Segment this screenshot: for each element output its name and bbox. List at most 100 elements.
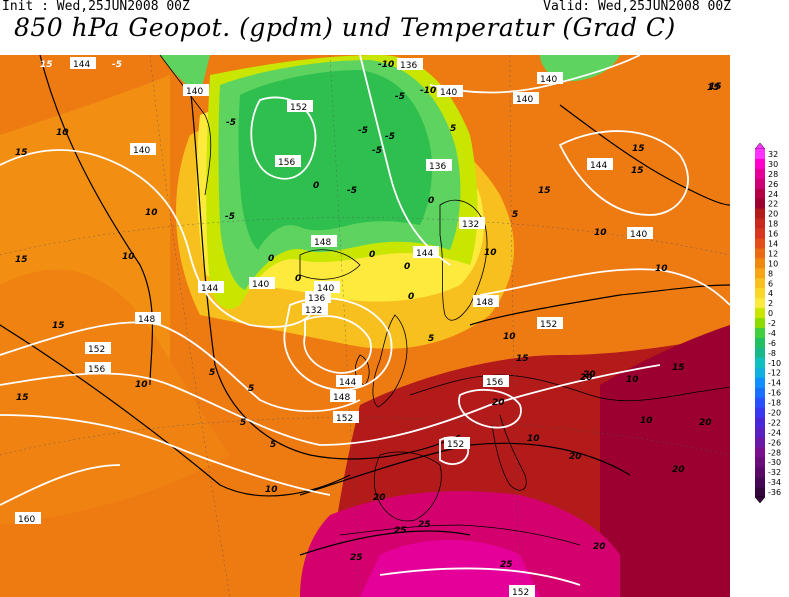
geopot-label-text: 140	[252, 280, 269, 290]
legend-label: 2	[768, 299, 773, 308]
legend-swatch	[755, 218, 765, 229]
legend-label: 16	[768, 230, 778, 239]
temp-label: 10	[626, 375, 639, 385]
temp-label: 10	[527, 434, 540, 444]
geopot-label-text: 136	[400, 61, 417, 71]
temp-label: 15	[707, 83, 720, 93]
geopot-label-text: 148	[476, 298, 493, 308]
geopot-label: 140	[130, 143, 156, 156]
temp-label: 5	[512, 210, 518, 220]
temp-label: 5	[450, 124, 456, 134]
meridian	[149, 55, 231, 597]
legend-label: -24	[768, 428, 781, 437]
temp-label: 20	[672, 465, 685, 475]
geopot-contour-144-east	[558, 130, 689, 216]
legend-label: 0	[768, 309, 773, 318]
geopot-label: 156	[483, 375, 509, 388]
init-time-label: Init : Wed,25JUN2008 00Z	[2, 0, 190, 14]
temp-label: 10	[122, 252, 135, 262]
coastline-scandinavia	[439, 199, 488, 321]
geopot-label-text: 132	[462, 220, 479, 230]
legend-swatch	[755, 397, 765, 408]
temp-label: 0	[295, 274, 301, 284]
legend-arrow-top	[755, 143, 766, 150]
geopot-label-text: 140	[540, 75, 557, 85]
isotherm-5	[189, 84, 461, 460]
geopot-label: 148	[311, 235, 337, 248]
coastline-iberia	[373, 451, 442, 522]
geopot-label-text: 140	[516, 95, 533, 105]
legend-label: -14	[768, 379, 781, 388]
legend-swatch	[755, 208, 765, 219]
legend-swatch	[755, 318, 765, 329]
legend-label: 20	[768, 210, 778, 219]
valid-time-label: Valid: Wed,25JUN2008 00Z	[543, 0, 731, 14]
geopot-label: 152	[85, 342, 111, 355]
temp-label: 15	[52, 321, 65, 331]
geopot-label: 144	[587, 158, 613, 171]
geopot-label: 132	[302, 303, 328, 316]
geopot-contour-152-sw	[379, 567, 581, 586]
geopot-label: 136	[426, 159, 452, 172]
legend-swatch	[755, 347, 765, 359]
chart-title: 850 hPa Geopot. (gpdm) und Temperatur (G…	[14, 13, 676, 42]
geopot-label-text: 132	[305, 306, 322, 316]
temp-label: 10	[265, 485, 278, 495]
legend-swatch	[755, 377, 765, 388]
geopotential-labels: 144 140 140 152 156 136 140 140 140 144 …	[15, 57, 653, 597]
temp-field-m4	[238, 70, 432, 250]
geopot-label: 140	[513, 92, 539, 105]
geopot-contour-140-east	[429, 55, 641, 94]
temp-label: -5	[385, 132, 395, 142]
legend-label: 30	[768, 160, 778, 169]
coastline-greenland	[159, 55, 212, 196]
legend-swatch	[755, 268, 765, 279]
temp-label: 10	[145, 208, 158, 218]
geopot-label-text: 152	[540, 320, 557, 330]
temp-label: 20	[373, 493, 386, 503]
legend-label: 18	[768, 220, 778, 229]
legend-swatch	[755, 288, 765, 299]
geopot-label-text: 140	[630, 230, 647, 240]
geopot-label: 144	[413, 246, 439, 259]
coastline-africa	[339, 524, 581, 546]
legend-swatch	[755, 357, 765, 369]
geopot-contour-160	[0, 464, 121, 506]
geopot-label: 144	[198, 281, 224, 294]
legend-label: -30	[768, 458, 781, 467]
geopot-label-text: 156	[88, 365, 105, 375]
temp-label: 0	[428, 196, 434, 206]
geopot-label-text: 144	[73, 60, 90, 70]
weather-map: 144 140 140 152 156 136 140 140 140 144 …	[0, 55, 730, 597]
legend-swatch	[755, 387, 765, 398]
legend-label: 24	[768, 190, 778, 199]
legend-label: 12	[768, 249, 778, 258]
geopot-contour-132-low	[303, 315, 372, 374]
geopot-label-text: 152	[336, 414, 353, 424]
legend-label: 8	[768, 269, 773, 278]
legend-label: 6	[768, 279, 773, 288]
legend-label: -28	[768, 448, 781, 457]
coastline-europe	[409, 374, 730, 402]
temp-label: 10	[594, 228, 607, 238]
temp-label: -10	[378, 60, 394, 70]
geopot-contour-156-med	[458, 388, 522, 429]
legend-label: 14	[768, 239, 778, 248]
temp-label: 20	[593, 542, 606, 552]
legend-swatch	[755, 298, 765, 309]
legend-labels: 32302826242220181614121086420-2-4-6-8-10…	[768, 150, 781, 497]
temp-label: 0	[404, 262, 410, 272]
meridian	[329, 55, 361, 597]
temp-label: 5	[248, 384, 254, 394]
temp-label: -10	[420, 86, 436, 96]
legend-swatch	[755, 477, 765, 488]
temp-label: 15	[538, 186, 551, 196]
legend-label: -20	[768, 409, 781, 418]
temp-field-22	[600, 325, 730, 597]
temp-label: 20	[580, 373, 593, 383]
legend-swatch	[755, 407, 765, 418]
temp-label: 5	[428, 334, 434, 344]
temperature-labels: 15 -5 -10 -5 -5 -5 -5 -5 -5 -5 0 0 0 0 0…	[15, 60, 722, 570]
temp-field-west	[0, 269, 230, 525]
geopot-label: 144	[70, 57, 96, 70]
